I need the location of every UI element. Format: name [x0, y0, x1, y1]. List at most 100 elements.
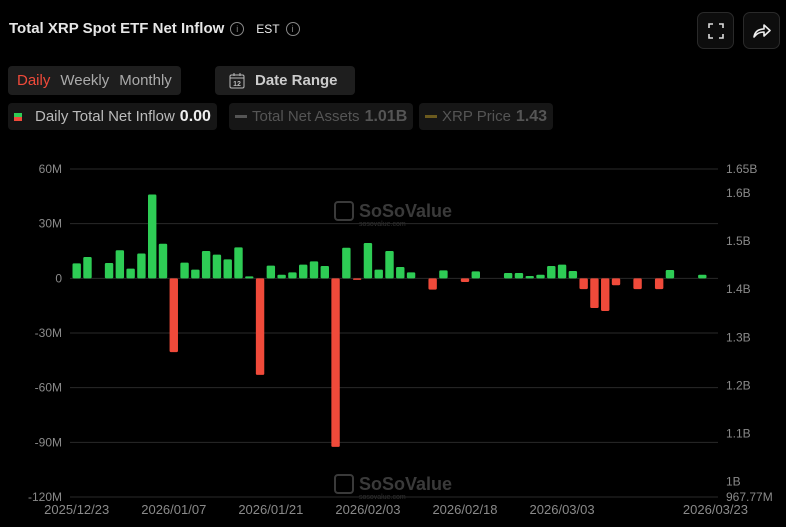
x-tick-label: 2026/02/18 [432, 502, 497, 517]
inflow-bar [320, 265, 329, 279]
inflow-bar [654, 278, 664, 290]
inflow-bar [633, 278, 642, 290]
y-tick-label: -120M [28, 490, 62, 504]
net-assets-swatch-icon [235, 115, 247, 118]
tab-weekly[interactable]: Weekly [60, 72, 110, 89]
inflow-bar [331, 278, 340, 447]
legend-value: 1.43 [515, 107, 548, 125]
inflow-bar [471, 271, 480, 279]
y2-tick-label: 1.4B [726, 282, 751, 296]
chart-title: Total XRP Spot ETF Net Inflow i EST i [9, 20, 300, 37]
share-icon [752, 23, 771, 38]
inflow-bar [374, 269, 383, 279]
inflow-bar [342, 247, 351, 279]
fullscreen-button[interactable] [697, 12, 734, 49]
inflow-bar [406, 272, 416, 279]
legend-xrp-price[interactable]: XRP Price 1.43 [419, 103, 554, 130]
timezone-label: EST [256, 21, 280, 36]
inflow-bar [255, 278, 265, 375]
inflow-bar [503, 273, 513, 279]
legend-value: 1.01B [364, 107, 408, 125]
inflow-bar [396, 267, 405, 279]
y2-tick-label: 1.5B [726, 234, 751, 248]
x-tick-label: 2026/03/23 [683, 502, 748, 517]
y2-tick-label: 1.65B [726, 162, 757, 176]
y-tick-label: 30M [39, 217, 62, 231]
inflow-bar [547, 265, 556, 279]
inflow-bar [579, 278, 588, 290]
y-tick-label: -30M [35, 326, 62, 340]
inflow-bar [363, 242, 373, 279]
inflow-bar [525, 275, 534, 279]
inflow-bar [83, 257, 92, 279]
inflow-bar [169, 278, 178, 353]
legend-value: 0.00 [179, 107, 211, 125]
timezone-info-icon[interactable]: i [285, 21, 300, 36]
inflow-bar [126, 268, 135, 279]
tab-monthly[interactable]: Monthly [119, 72, 172, 89]
inflow-bar [72, 263, 81, 279]
y-tick-label: 0 [55, 271, 62, 285]
info-icon[interactable]: i [230, 21, 245, 36]
price-swatch-icon [425, 115, 437, 118]
inflow-bar [180, 262, 189, 279]
watermark-domain: sosovalue.com [359, 221, 406, 228]
inflow-bar [665, 269, 675, 279]
svg-text:12: 12 [233, 81, 241, 88]
y-tick-label: 60M [39, 162, 62, 176]
y-tick-label: -60M [35, 381, 62, 395]
inflow-bar [223, 259, 232, 279]
sosovalue-logo-icon [334, 201, 354, 221]
fullscreen-icon [707, 22, 724, 39]
inflow-bar [428, 278, 437, 290]
date-range-button[interactable]: 12 Date Range [215, 66, 355, 95]
inflow-bar [568, 271, 578, 279]
inflow-bar [104, 263, 114, 279]
share-button[interactable] [743, 12, 780, 49]
legend-net-inflow[interactable]: Daily Total Net Inflow 0.00 [8, 103, 217, 130]
inflow-bar [148, 194, 157, 279]
watermark-brand: SoSoValue [359, 201, 452, 221]
inflow-bar [611, 278, 621, 286]
inflow-bar [590, 278, 599, 309]
inflow-bar [288, 272, 297, 279]
y2-tick-label: 1.3B [726, 330, 751, 344]
inflow-bar [234, 247, 243, 279]
inflow-bar [439, 270, 448, 279]
x-tick-label: 2025/12/23 [44, 502, 109, 517]
inflow-bar [137, 253, 146, 279]
x-tick-label: 2026/03/03 [530, 502, 595, 517]
inflow-bar [277, 274, 286, 279]
legend-total-net-assets[interactable]: Total Net Assets 1.01B [229, 103, 414, 130]
y-tick-label: -90M [35, 435, 62, 449]
legend-label: Total Net Assets [252, 108, 360, 125]
y2-tick-label: 1.6B [726, 186, 751, 200]
inflow-bar [115, 250, 125, 279]
title-text: Total XRP Spot ETF Net Inflow [9, 20, 225, 37]
inflow-bar [536, 274, 545, 279]
x-tick-label: 2026/01/21 [238, 502, 303, 517]
legend-label: Daily Total Net Inflow [35, 108, 175, 125]
y2-tick-label: 1B [726, 475, 741, 489]
y2-tick-label: 967.77M [726, 490, 773, 504]
inflow-bar [460, 278, 470, 282]
inflow-bar [309, 261, 319, 279]
calendar-icon: 12 [229, 73, 245, 89]
inflow-bar [698, 274, 707, 279]
tab-daily[interactable]: Daily [17, 72, 51, 89]
x-tick-label: 2026/02/03 [335, 502, 400, 517]
y2-tick-label: 1.1B [726, 426, 751, 440]
inflow-bar [201, 251, 211, 279]
inflow-bar [385, 251, 394, 279]
y2-tick-label: 1.2B [726, 378, 751, 392]
inflow-bar [191, 269, 200, 279]
inflow-bar [601, 278, 610, 311]
period-tabs: Daily Weekly Monthly [8, 66, 181, 95]
net-inflow-swatch-icon [14, 112, 22, 121]
inflow-bar [514, 273, 524, 279]
inflow-bar [212, 254, 222, 279]
x-tick-label: 2026/01/07 [141, 502, 206, 517]
watermark: SoSoValuesosovalue.comSoSoValuesosovalue… [334, 201, 452, 501]
inflow-bar [158, 243, 168, 279]
